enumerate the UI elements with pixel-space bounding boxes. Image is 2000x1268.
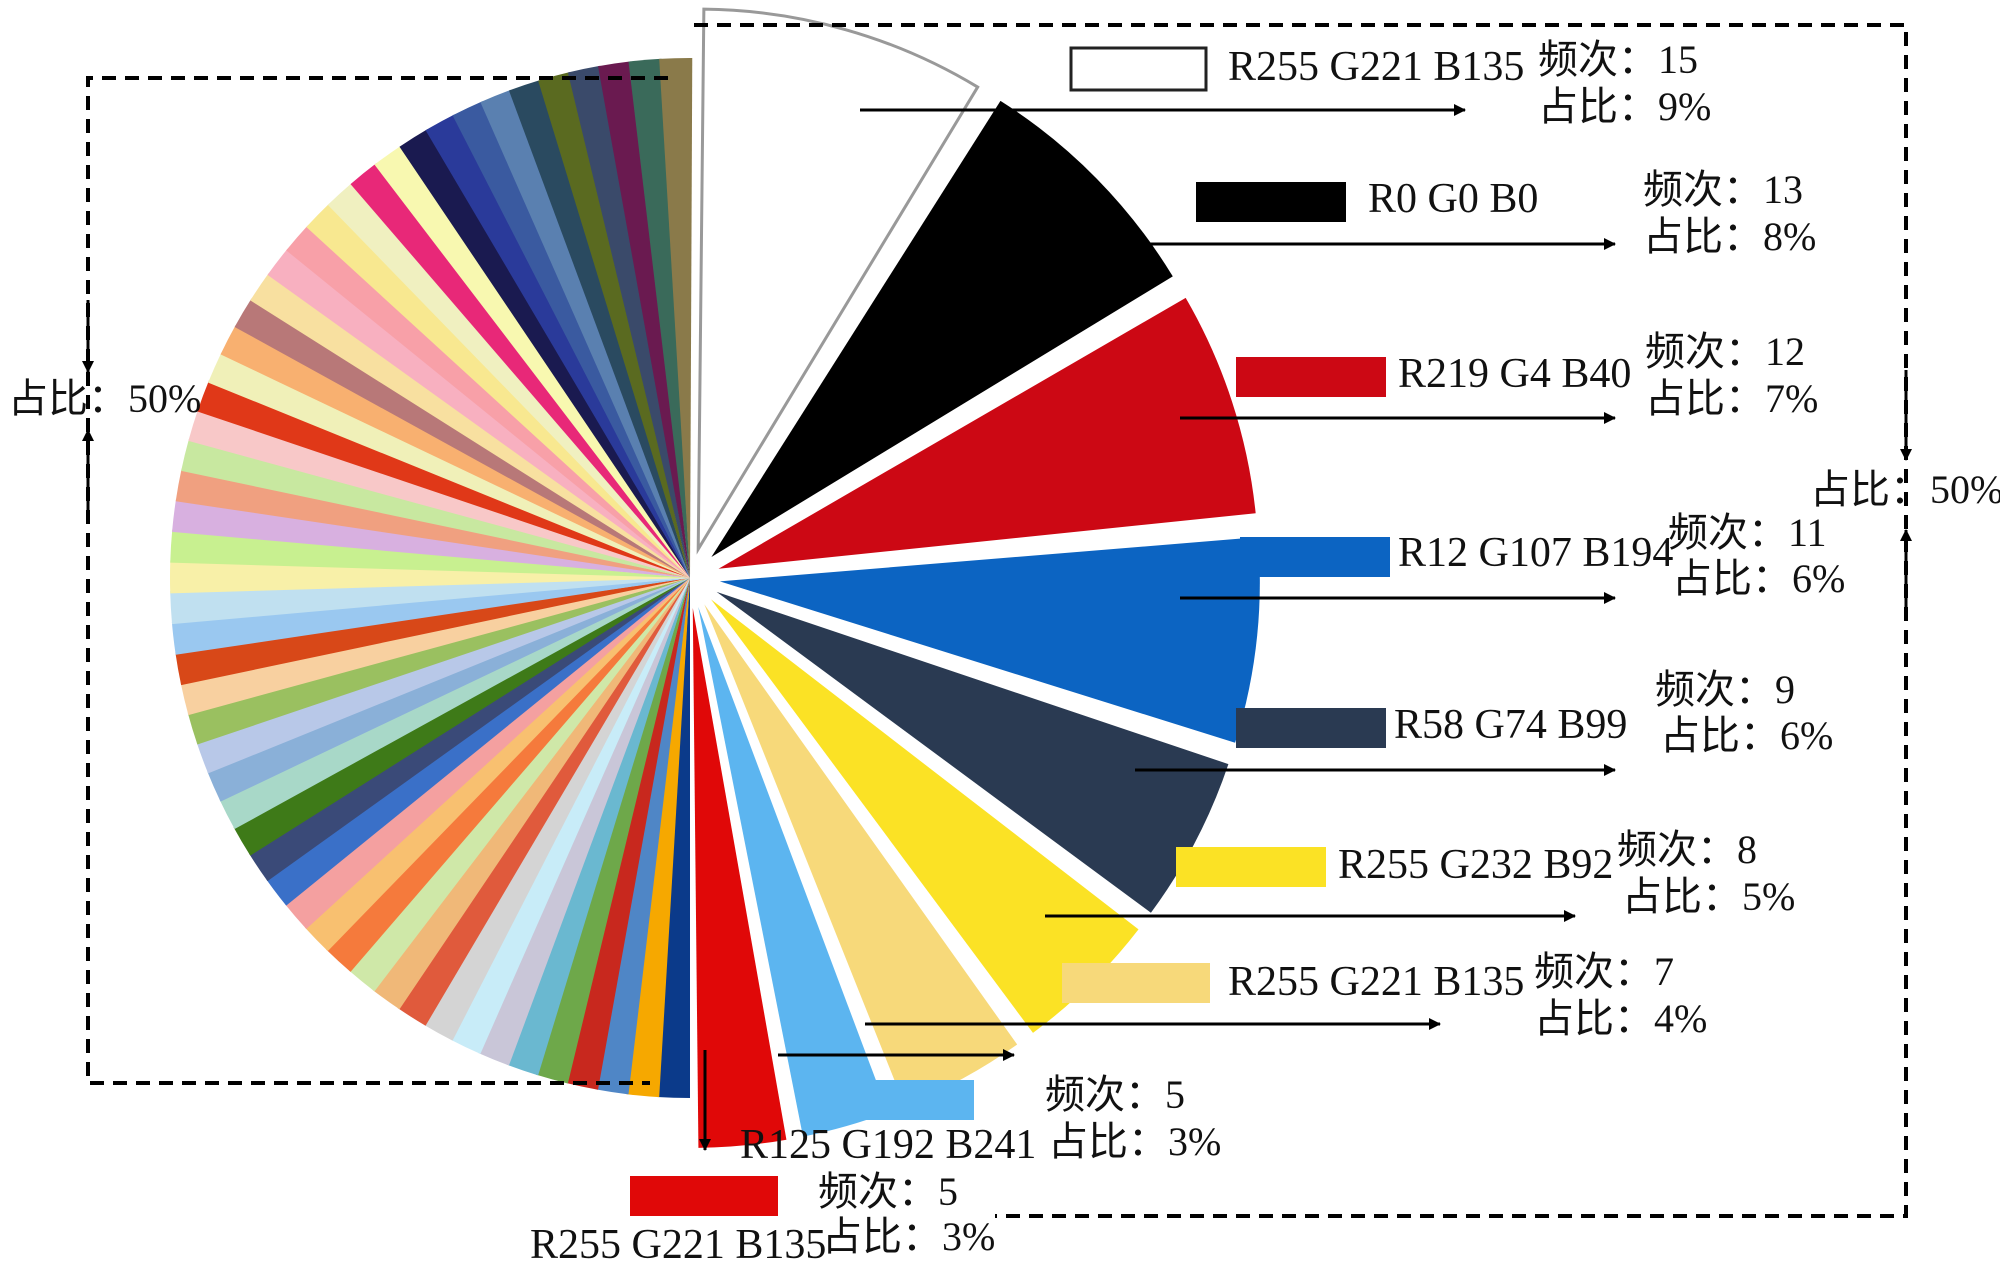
- slice-9-ratio: 占比：3%: [822, 1214, 995, 1259]
- other-color-slice: [250, 273, 690, 578]
- slice-6-rgb-label: R255 G232 B92: [1338, 842, 1613, 888]
- other-color-slice: [348, 578, 690, 992]
- slice-5-ratio: 占比：6%: [1660, 713, 1833, 758]
- slice-3-ratio: 占比：7%: [1645, 376, 1818, 421]
- top-color-slices: [692, 7, 1260, 1148]
- slice-3-rgb-label: R219 G4 B40: [1398, 351, 1631, 397]
- other-color-slice: [374, 145, 690, 578]
- other-color-slice: [452, 101, 690, 578]
- other-color-slice: [188, 409, 690, 578]
- slice-5-rgb-label: R58 G74 B99: [1394, 702, 1627, 748]
- slice-5-swatch: [1236, 708, 1386, 748]
- other-color-slice: [208, 352, 690, 578]
- other-color-slice: [399, 129, 690, 578]
- slice-6-swatch: [1176, 847, 1326, 887]
- slice-9-swatch: [630, 1176, 778, 1216]
- other-color-slice: [286, 225, 690, 579]
- top-slice-4: [719, 537, 1260, 743]
- other-color-slice: [567, 65, 690, 579]
- other-color-slice: [233, 578, 691, 856]
- top-slice-9: [692, 607, 787, 1148]
- other-color-slice: [187, 578, 691, 745]
- slice-1-ratio: 占比：9%: [1538, 84, 1711, 129]
- other-colors-half-pie: [170, 58, 693, 1098]
- other-color-slice: [219, 578, 691, 830]
- left-dashed-bracket: [86, 76, 668, 1085]
- slice-4-frequency: 频次：11: [1668, 510, 1827, 555]
- other-color-slice: [175, 578, 690, 686]
- top-slice-7: [704, 604, 1018, 1106]
- other-color-slice: [397, 578, 690, 1026]
- slice-7-rgb-label: R255 G221 B135: [1228, 959, 1524, 1005]
- other-color-slice: [372, 578, 690, 1010]
- other-color-slice: [423, 578, 690, 1041]
- other-color-slice: [180, 578, 691, 716]
- other-color-slice: [234, 298, 690, 578]
- other-color-slice: [508, 80, 690, 579]
- other-color-slice: [598, 61, 690, 578]
- other-color-slice: [535, 578, 690, 1084]
- other-color-slice: [197, 380, 690, 578]
- top-slice-1: [696, 7, 980, 555]
- other-color-slice: [326, 578, 690, 972]
- slice-8-ratio: 占比：3%: [1048, 1119, 1221, 1164]
- other-color-slice: [478, 578, 690, 1066]
- other-color-slice: [284, 578, 690, 929]
- right-dashed-bracket: [694, 23, 1908, 1218]
- other-color-slice: [267, 248, 690, 578]
- other-color-slice: [220, 324, 690, 578]
- other-color-slice: [538, 72, 690, 578]
- other-color-slice: [480, 89, 690, 578]
- top-slice-5: [716, 591, 1229, 913]
- other-color-slice: [350, 163, 690, 578]
- slice-2-swatch: [1196, 182, 1346, 222]
- slice-8-rgb-label: R125 G192 B241: [740, 1122, 1036, 1168]
- other-color-slice: [306, 203, 690, 578]
- other-color-slice: [506, 578, 690, 1076]
- other-color-slice: [170, 560, 691, 594]
- slice-4-ratio: 占比：6%: [1672, 556, 1845, 601]
- other-color-slice: [304, 578, 690, 952]
- top-slice-6: [711, 599, 1139, 1033]
- slice-1-swatch: [1069, 46, 1208, 92]
- slice-9-frequency: 频次：5: [818, 1169, 958, 1214]
- slice-8-frequency: 频次：5: [1045, 1072, 1185, 1117]
- other-color-slice: [249, 578, 690, 882]
- other-color-slice: [207, 578, 691, 802]
- slice-5-frequency: 频次：9: [1655, 667, 1795, 712]
- slice-9-rgb-label: R255 G221 B135: [530, 1222, 826, 1268]
- other-color-slice: [171, 578, 690, 655]
- slice-6-ratio: 占比：5%: [1622, 874, 1795, 919]
- top-slice-8: [698, 606, 888, 1137]
- top-slice-3: [718, 297, 1256, 569]
- other-color-slice: [266, 578, 690, 906]
- other-color-slice: [196, 578, 690, 774]
- slice-3-frequency: 频次：12: [1645, 329, 1805, 374]
- other-color-slice: [659, 58, 693, 579]
- other-color-slice: [425, 114, 690, 578]
- right-total-label: 占比：50%: [1810, 467, 2000, 512]
- slice-6-frequency: 频次：8: [1617, 827, 1757, 872]
- slice-4-swatch: [1240, 537, 1390, 577]
- slice-3-swatch: [1236, 357, 1386, 397]
- slice-2-frequency: 频次：13: [1643, 167, 1803, 212]
- slice-7-frequency: 频次：7: [1534, 949, 1674, 994]
- other-color-slice: [628, 58, 690, 578]
- slice-2-rgb-label: R0 G0 B0: [1368, 176, 1538, 222]
- slice-7-ratio: 占比：4%: [1534, 996, 1707, 1041]
- slice-1-rgb-label: R255 G221 B135: [1228, 44, 1524, 90]
- slice-2-ratio: 占比：8%: [1643, 214, 1816, 259]
- other-color-slice: [327, 182, 690, 578]
- left-total-label: 占比：50%: [8, 376, 201, 421]
- slice-1-frequency: 频次：15: [1538, 37, 1698, 82]
- slice-8-swatch: [826, 1080, 974, 1120]
- slice-7-swatch: [1062, 963, 1210, 1003]
- slice-4-rgb-label: R12 G107 B194: [1398, 530, 1673, 576]
- top-slice-2: [711, 100, 1173, 557]
- other-color-slice: [450, 578, 690, 1054]
